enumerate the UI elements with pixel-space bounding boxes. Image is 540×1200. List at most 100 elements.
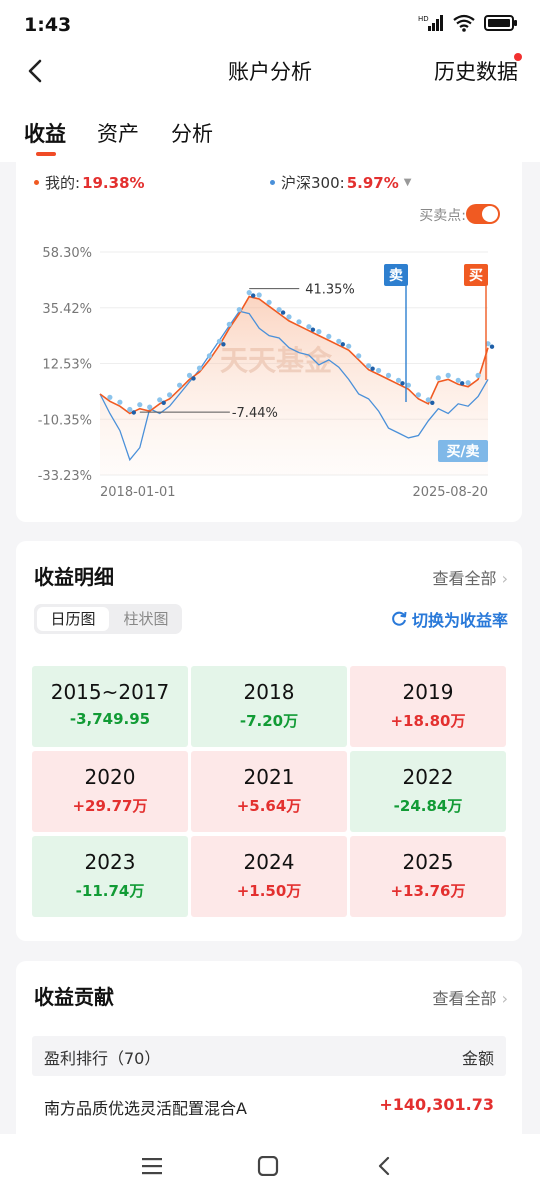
earnings-chart-card: 我的: 19.38% 沪深300: 5.97% ▼ 买卖点: 58.30% 35.…	[16, 160, 522, 522]
history-data-link[interactable]: 历史数据	[434, 60, 518, 84]
trade-point	[256, 292, 262, 298]
year-cell[interactable]: 2021 +5.64万	[191, 751, 347, 832]
trade-point	[376, 367, 382, 374]
y-tick-label: 12.53%	[42, 358, 92, 373]
switch-rate-label: 切换为收益率	[411, 611, 508, 630]
chevron-right-icon: ›	[501, 569, 508, 588]
trade-point	[346, 343, 352, 349]
amount-column-label: 金额	[461, 1049, 494, 1068]
benchmark-series-line	[99, 310, 489, 462]
trade-point	[336, 338, 342, 344]
year-label: 2024	[243, 850, 295, 874]
trade-point	[296, 319, 302, 325]
trade-point	[455, 377, 461, 383]
trade-point	[107, 394, 113, 400]
trade-point	[167, 392, 173, 398]
system-nav-bar	[0, 1134, 540, 1200]
x-tick-label: 2025-08-20	[412, 485, 488, 500]
year-label: 2021	[243, 765, 295, 789]
buy-sell-points-toggle[interactable]	[466, 204, 500, 224]
legend-benchmark-value: 5.97%	[346, 173, 399, 192]
year-label: 2019	[402, 680, 454, 704]
fund-amount: +140,301.73	[379, 1095, 494, 1114]
sell-marker	[384, 264, 408, 286]
trade-point	[430, 400, 435, 405]
year-cell[interactable]: 2023 -11.74万	[32, 836, 188, 917]
legend-benchmark[interactable]: 沪深300: 5.97% ▼	[270, 172, 411, 193]
trade-point	[460, 381, 465, 386]
year-value: +1.50万	[236, 882, 302, 900]
profit-ranking-label: 盈利排行（70）	[44, 1049, 161, 1068]
trade-point	[366, 363, 372, 369]
trade-point	[137, 402, 143, 408]
trade-point	[489, 344, 495, 349]
menu-icon[interactable]	[141, 1156, 163, 1176]
home-icon[interactable]	[257, 1156, 279, 1176]
tab-analysis[interactable]: 分析	[171, 122, 213, 146]
trade-point	[326, 333, 332, 339]
tab-earnings[interactable]: 收益	[24, 122, 66, 146]
y-tick-label: 35.42%	[42, 302, 92, 317]
trade-point	[425, 397, 431, 403]
svg-text:HD: HD	[418, 15, 429, 23]
contribution-see-all-link[interactable]: 查看全部 ›	[432, 985, 508, 1009]
trade-point	[405, 382, 411, 388]
trade-point	[196, 365, 203, 371]
earnings-line-chart[interactable]: 58.30% 35.42% 12.53% -10.35% -33.23% 2018-01-…	[16, 230, 522, 500]
year-cell[interactable]: 2018 -7.20万	[191, 666, 347, 747]
year-value: +29.77万	[72, 797, 148, 815]
trade-point	[435, 375, 441, 381]
contribution-title: 收益贡献	[34, 985, 114, 1009]
see-all-link[interactable]: 查看全部 ›	[432, 565, 508, 589]
year-label: 2018	[243, 680, 295, 704]
year-value: +13.76万	[390, 882, 466, 900]
tab-bar: 收益 资产 分析	[0, 106, 540, 162]
trade-point	[340, 342, 345, 347]
battery-icon	[484, 15, 517, 31]
trade-point	[251, 293, 256, 298]
legend-mine-marker	[34, 180, 39, 185]
year-cell[interactable]: 2019 +18.80万	[350, 666, 506, 747]
trade-point	[191, 376, 196, 381]
fund-row[interactable]: 南方品质优选灵活配置混合A +140,301.73	[32, 1083, 506, 1123]
sell-marker-label: 卖	[389, 267, 403, 284]
trade-point	[117, 399, 123, 405]
trade-point	[385, 372, 392, 378]
tab-assets[interactable]: 资产	[97, 122, 139, 146]
trade-point	[370, 366, 375, 371]
notification-dot	[514, 53, 522, 61]
trade-point	[306, 324, 312, 330]
trade-point	[356, 353, 362, 359]
buy-marker-label: 买	[469, 268, 483, 284]
yearly-earnings-grid: 2015~2017 -3,749.95 2018 -7.20万 2019 +18.80…	[32, 666, 506, 917]
year-value: -3,749.95	[69, 710, 151, 728]
legend-mine: 我的: 19.38%	[34, 172, 145, 193]
back-icon[interactable]	[375, 1156, 393, 1176]
year-cell[interactable]: 2022 -24.84万	[350, 751, 506, 832]
trade-point	[161, 400, 166, 405]
year-value: -11.74万	[75, 882, 145, 900]
back-arrow-icon[interactable]	[22, 56, 52, 86]
seg-bar-chart[interactable]: 柱状图	[123, 610, 169, 628]
status-time: 1:43	[24, 14, 72, 36]
x-tick-label: 2018-01-01	[100, 485, 176, 500]
year-label: 2022	[402, 765, 454, 789]
trade-point	[485, 341, 491, 347]
seg-calendar[interactable]: 日历图	[37, 607, 109, 631]
buy-sell-points-label: 买卖点:	[419, 208, 466, 224]
trade-point	[157, 397, 163, 403]
year-label: 2015~2017	[50, 680, 170, 704]
year-cell[interactable]: 2024 +1.50万	[191, 836, 347, 917]
year-cell[interactable]: 2025 +13.76万	[350, 836, 506, 917]
trade-point	[266, 299, 272, 305]
trade-point	[465, 380, 471, 386]
refresh-icon	[392, 611, 407, 626]
tab-active-indicator	[36, 152, 56, 156]
switch-to-rate-button[interactable]: 切换为收益率	[390, 607, 508, 631]
trade-point	[147, 404, 153, 410]
fund-name: 南方品质优选灵活配置混合A	[44, 1099, 247, 1118]
legend-benchmark-marker	[270, 180, 275, 185]
status-icons: HD	[418, 14, 518, 32]
year-cell[interactable]: 2020 +29.77万	[32, 751, 188, 832]
year-cell[interactable]: 2015~2017 -3,749.95	[32, 666, 188, 747]
